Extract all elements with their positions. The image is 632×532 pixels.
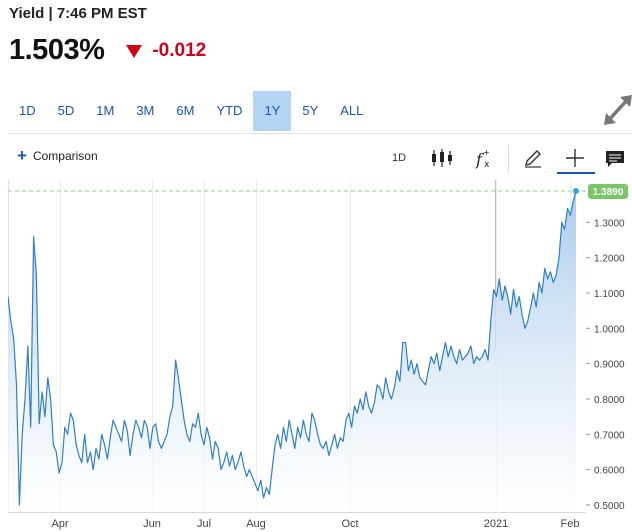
range-1d[interactable]: 1D	[19, 103, 36, 118]
x-tick-label: Aug	[246, 518, 266, 530]
range-ytd[interactable]: YTD	[216, 103, 243, 118]
x-tick-label: 2021	[484, 518, 508, 530]
pencil-icon[interactable]	[522, 147, 544, 169]
active-tool-indicator	[557, 172, 595, 174]
y-tick-label: 0.8000	[594, 395, 625, 406]
last-price-badge-label: 1.3890	[593, 187, 624, 198]
y-tick-label: 1.3000	[594, 218, 625, 229]
comparison-label: Comparison	[32, 149, 98, 163]
last-point	[573, 187, 579, 194]
y-tick-label: 1.2000	[594, 254, 625, 265]
toolbar-separator	[508, 145, 509, 173]
y-tick-label: 1.1000	[594, 289, 625, 300]
range-all[interactable]: ALL	[340, 103, 364, 118]
x-tick-label: Jul	[197, 518, 211, 530]
range-3m[interactable]: 3M	[136, 103, 155, 118]
last-price: 1.503%	[9, 34, 105, 66]
news-icon[interactable]	[604, 147, 626, 169]
series-area	[8, 190, 576, 512]
y-tick-label: 1.0000	[594, 324, 625, 335]
interval-selector[interactable]: 1D	[392, 152, 407, 164]
y-tick-label: 0.5000	[594, 501, 625, 512]
candlestick-icon[interactable]	[430, 147, 454, 169]
crosshair-icon[interactable]	[564, 147, 586, 169]
down-arrow-icon	[126, 45, 143, 58]
y-tick-label: 0.6000	[594, 466, 625, 477]
x-tick-label: Feb	[561, 518, 580, 530]
quote-row: 1.503% -0.012	[9, 34, 206, 67]
series-line	[8, 190, 577, 506]
plus-icon: +	[17, 146, 27, 165]
time-range-selector: 1D 5D 1M 3M 6M YTD 1Y 5Y ALL	[8, 91, 374, 131]
svg-text:+: +	[483, 148, 490, 157]
x-tick-label: Jun	[143, 518, 161, 530]
yield-chart[interactable]: Apr Jun Jul Aug Oct 2021 Feb 1.3000 1.2000 1.1000…	[8, 180, 632, 532]
expand-icon[interactable]	[602, 89, 632, 127]
last-price-badge	[588, 183, 628, 199]
range-1y[interactable]: 1Y	[253, 91, 292, 131]
comparison-button[interactable]: + Comparison	[17, 146, 98, 165]
y-tick-label: 0.7000	[594, 430, 625, 441]
y-tick-label: 0.9000	[594, 360, 625, 371]
range-5y[interactable]: 5Y	[302, 103, 319, 118]
chart-toolbar: + Comparison 1D f x +	[8, 141, 632, 177]
x-tick-label: Apr	[51, 518, 68, 530]
svg-text:x: x	[484, 160, 490, 170]
toolbar-divider	[8, 133, 632, 134]
svg-text:f: f	[475, 150, 485, 169]
range-5d[interactable]: 5D	[57, 103, 75, 118]
range-1m[interactable]: 1M	[96, 103, 115, 118]
fx-icon[interactable]: f x +	[472, 147, 496, 171]
price-change: -0.012	[152, 39, 207, 61]
range-6m[interactable]: 6M	[176, 103, 195, 118]
page-title: Yield | 7:46 PM EST	[9, 5, 147, 22]
x-tick-label: Oct	[341, 518, 358, 530]
